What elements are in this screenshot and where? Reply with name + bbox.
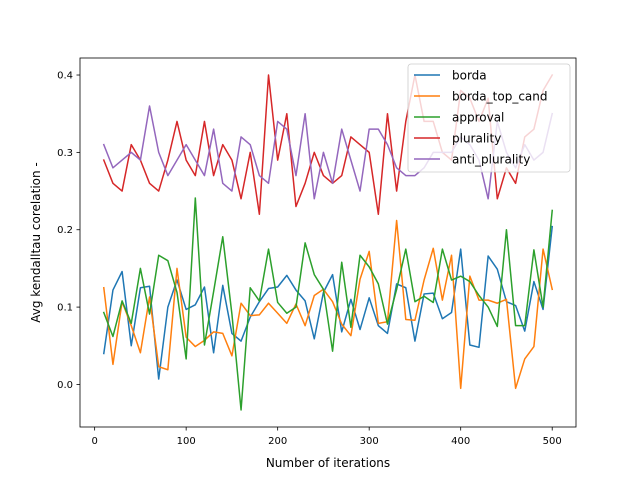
legend-label-borda: borda (452, 69, 487, 83)
series-line-borda-top-cand (102, 219, 554, 390)
legend-label-plurality: plurality (452, 132, 501, 146)
x-tick-label: 0 (91, 436, 97, 447)
y-axis-label: Avg kendalltau corelation - (29, 162, 43, 322)
y-tick-label: 0.1 (57, 303, 73, 314)
plot-lines (102, 73, 554, 411)
x-axis-label: Number of iterations (266, 456, 390, 470)
y-axis-ticks: 0.0 0.1 0.2 0.3 0.4 (57, 71, 80, 391)
x-tick-label: 300 (360, 436, 379, 447)
x-axis-ticks: 0 100 200 300 400 500 (91, 427, 562, 447)
x-tick-label: 400 (451, 436, 470, 447)
x-tick-label: 500 (543, 436, 562, 447)
legend-label-anti-plurality: anti_plurality (452, 153, 530, 167)
legend-box (407, 63, 571, 173)
axes-frame (79, 57, 577, 428)
x-tick-label: 100 (177, 436, 196, 447)
y-tick-label: 0.4 (57, 71, 73, 82)
y-tick-label: 0.3 (57, 148, 73, 159)
legend-label-borda-top-cand: borda_top_cand (452, 90, 548, 104)
y-tick-label: 0.0 (57, 380, 73, 391)
legend-label-approval: approval (452, 111, 504, 125)
y-tick-label: 0.2 (57, 225, 73, 236)
x-tick-label: 200 (268, 436, 287, 447)
legend: borda borda_top_cand approval plurality anti… (407, 63, 571, 173)
series-line-approval (102, 197, 554, 411)
